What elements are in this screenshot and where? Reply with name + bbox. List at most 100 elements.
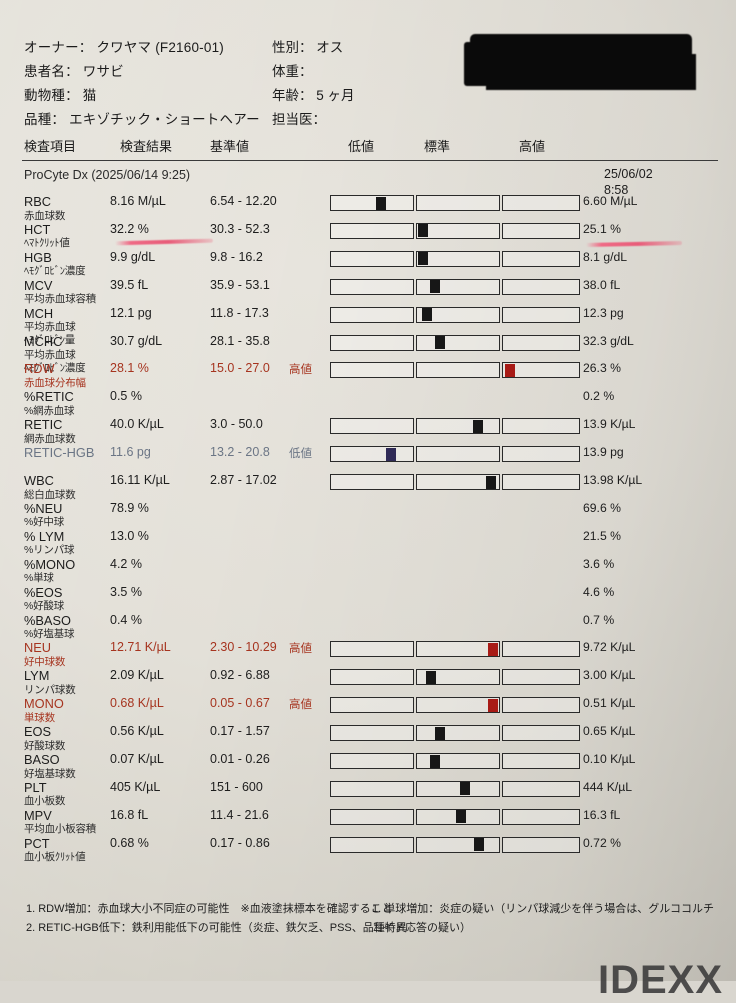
vet-line: 担当医： — [272, 108, 355, 132]
row-reference-range: 35.9 - 53.1 — [210, 277, 270, 292]
row-analyte-name: WBC — [24, 473, 54, 488]
table-row: BASO 好塩基球数 0.07 K/µL 0.01 - 0.26 0.10 K/µL — [0, 752, 736, 780]
table-row: MCV 平均赤血球容積 39.5 fL 35.9 - 53.1 38.0 fL — [0, 277, 736, 306]
row-analyte-name-jp: 血小板ｸﾘｯﾄ値 — [24, 851, 86, 864]
row-analyte-name: %NEU — [24, 500, 63, 516]
gauge-segment-high — [502, 780, 580, 797]
row-analyte-name-jp: ﾍﾏﾄｸﾘｯﾄ値 — [24, 237, 70, 250]
table-row: MONO 単球数 0.68 K/µL 0.05 - 0.67 高値 0.51 K/µL — [0, 696, 736, 724]
row-previous-value: 32.3 g/dL — [583, 333, 634, 348]
column-header-result: 検査結果 — [120, 139, 173, 154]
patient-name-value: ワサビ — [82, 64, 124, 79]
row-analyte-name-jp: ﾍﾓｸﾞﾛﾋﾞﾝ量 — [24, 334, 76, 347]
footnotes-right: 1. 単球増加：炎症の疑い（リンパ球減少を伴う場合は、グルココルチコイド応答の疑… — [372, 900, 724, 938]
gauge-segment-low — [330, 836, 414, 853]
row-analyte-name-jp: 総白血球数 — [24, 488, 76, 501]
row-analyte-name: %BASO — [24, 612, 71, 628]
gauge-segment-low — [330, 418, 414, 435]
row-previous-value: 13.9 pg — [583, 445, 624, 460]
owner-line: オーナー： クワヤマ (F2160-01) — [24, 36, 260, 60]
row-range-gauge — [330, 278, 580, 295]
row-reference-range: 2.87 - 17.02 — [210, 473, 277, 487]
row-result-value: 32.2 % — [110, 221, 149, 236]
table-row: EOS 好酸球数 0.56 K/µL 0.17 - 1.57 0.65 K/µL — [0, 724, 736, 752]
column-header-low: 低値 — [348, 139, 375, 154]
gauge-segment-standard — [416, 362, 500, 379]
row-range-gauge — [330, 446, 580, 463]
row-previous-value: 3.00 K/µL — [583, 668, 636, 683]
row-result-value: 0.4 % — [110, 612, 142, 627]
table-row: %RETIC %網赤血球 0.5 % 0.2 % — [0, 389, 736, 417]
row-analyte-name-jp: 赤血球分布幅 — [24, 376, 86, 389]
gauge-value-marker — [460, 782, 470, 796]
gauge-value-marker — [418, 252, 428, 266]
row-reference-range: 0.17 - 1.57 — [210, 724, 270, 739]
row-previous-value: 12.3 pg — [583, 305, 624, 320]
species-label: 動物種： — [24, 88, 79, 103]
gauge-segment-low — [330, 250, 414, 267]
row-analyte-name-jp: 好中球数 — [24, 655, 66, 668]
gauge-segment-high — [502, 306, 580, 323]
row-reference-range: 28.1 - 35.8 — [210, 333, 270, 348]
row-analyte-name-jp: 好塩基球数 — [24, 767, 76, 780]
gauge-segment-high — [502, 753, 580, 769]
gauge-value-marker — [488, 698, 498, 712]
row-previous-value: 3.6 % — [583, 556, 615, 571]
row-previous-value: 25.1 % — [583, 221, 621, 236]
row-reference-range: 13.2 - 20.8 — [210, 445, 270, 460]
table-row: RDW 赤血球分布幅 28.1 % 15.0 - 27.0 高値 26.3 % — [0, 361, 736, 389]
row-result-value: 405 K/µL — [110, 779, 161, 794]
row-previous-value: 9.72 K/µL — [583, 640, 636, 655]
age-label: 年齢： — [272, 88, 313, 103]
row-analyte-name: %EOS — [24, 584, 63, 600]
gauge-segment-low — [330, 278, 414, 295]
row-result-value: 0.07 K/µL — [110, 752, 164, 766]
row-analyte-name-jp: ﾍﾓｸﾞﾛﾋﾞﾝ濃度 — [24, 362, 86, 374]
row-range-gauge — [330, 306, 580, 323]
row-reference-range: 9.8 - 16.2 — [210, 249, 263, 264]
gauge-segment-low — [330, 474, 414, 490]
row-reference-range: 0.92 - 6.88 — [210, 668, 270, 683]
row-analyte-name-jp: 平均赤血球 — [24, 349, 76, 361]
gauge-segment-high — [502, 250, 580, 267]
row-analyte-name: RDW — [24, 361, 55, 377]
table-row: %BASO %好塩基球 0.4 % 0.7 % — [0, 612, 736, 641]
gauge-segment-standard — [416, 725, 500, 742]
breed-value: エキゾチック・ショートヘアー — [69, 112, 260, 127]
gauge-segment-high — [502, 697, 580, 714]
gauge-segment-high — [502, 474, 580, 490]
row-analyte-name: MCH — [24, 305, 54, 321]
gauge-segment-low — [330, 669, 414, 686]
gauge-segment-low — [330, 334, 414, 351]
row-reference-range: 15.0 - 27.0 — [210, 361, 270, 376]
row-analyte-name-jp: %リンパ球 — [24, 544, 75, 557]
row-reference-range: 0.17 - 0.86 — [210, 835, 270, 850]
row-analyte-name: %MONO — [24, 556, 76, 572]
gauge-segment-low — [330, 697, 414, 714]
gauge-segment-high — [502, 278, 580, 295]
row-analyte-name: BASO — [24, 752, 60, 767]
row-result-value: 4.2 % — [110, 556, 142, 571]
row-analyte-name: % LYM — [24, 528, 65, 544]
row-range-gauge — [330, 725, 580, 742]
row-previous-value: 0.10 K/µL — [583, 752, 636, 766]
row-analyte-name-jp: 網赤血球数 — [24, 432, 76, 445]
row-analyte-name: MPV — [24, 807, 52, 823]
column-header-high: 高値 — [519, 139, 546, 154]
row-analyte-name-jp: 単球数 — [24, 711, 55, 724]
gauge-segment-standard — [416, 474, 500, 490]
table-column-headers: 検査項目 検査結果 基準値 低値 標準 高値 — [0, 136, 736, 156]
table-row: RETIC-HGB 11.6 pg 13.2 - 20.8 低値 13.9 pg — [0, 445, 736, 467]
gauge-segment-high — [502, 725, 580, 742]
row-result-value: 16.11 K/µL — [110, 473, 170, 487]
row-previous-value: 4.6 % — [583, 584, 615, 599]
previous-result-stamp: 25/06/02 8:58 — [604, 166, 653, 198]
row-range-gauge — [330, 334, 580, 351]
gauge-value-marker — [486, 475, 496, 489]
redaction-blackout — [470, 34, 692, 82]
row-result-value: 39.5 fL — [110, 277, 149, 292]
row-analyte-name-jp: 好酸球数 — [24, 739, 66, 752]
age-line: 年齢： 5 ヶ月 — [272, 84, 355, 108]
patient-header-left: オーナー： クワヤマ (F2160-01) 患者名： ワサビ 動物種： 猫 品種… — [24, 36, 260, 132]
row-result-value: 78.9 % — [110, 500, 149, 515]
